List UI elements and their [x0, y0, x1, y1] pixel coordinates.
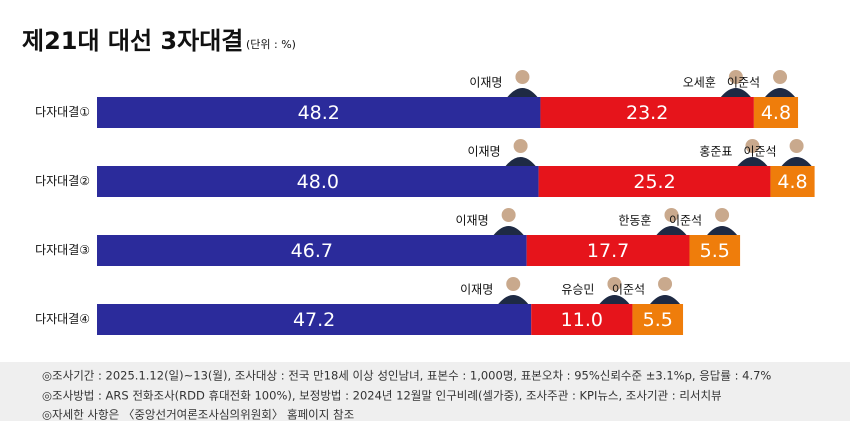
bar-segment — [632, 304, 684, 335]
portrait-head — [664, 208, 679, 222]
portrait-body — [493, 226, 524, 235]
bar-segment — [540, 97, 754, 128]
note: ◎조사방법 : ARS 전화조사(RDD 휴대전화 100%), 보정방법 : … — [42, 389, 722, 403]
candidate-name: 이재명 — [456, 214, 489, 228]
value-label: 11.0 — [561, 309, 603, 331]
candidate-name: 이준석 — [743, 145, 776, 159]
portrait-head — [515, 70, 530, 84]
bar-segment — [97, 97, 541, 128]
value-label: 5.5 — [700, 240, 730, 262]
portrait-head — [745, 139, 760, 153]
value-label: 48.0 — [297, 171, 339, 193]
portrait-body — [498, 295, 529, 304]
chart-title: 제21대 대선 3자대결 — [22, 27, 243, 55]
candidate-name: 이준석 — [669, 214, 702, 228]
value-label: 4.8 — [777, 171, 807, 193]
category-label: 다자대결④ — [35, 312, 90, 326]
category-label: 다자대결② — [35, 174, 90, 188]
candidate-name: 유승민 — [561, 283, 594, 297]
footer-bg — [0, 362, 850, 421]
candidate-name: 오세훈 — [683, 76, 716, 90]
value-label: 25.2 — [633, 171, 675, 193]
candidate-name: 한동훈 — [618, 214, 651, 228]
candidate-name: 이준석 — [727, 76, 760, 90]
portrait-body — [720, 88, 751, 97]
portrait-head — [658, 277, 673, 291]
portrait-body — [781, 157, 812, 166]
value-label: 46.7 — [291, 240, 333, 262]
portrait-body — [737, 157, 768, 166]
portrait-head — [501, 208, 516, 222]
category-label: 다자대결③ — [35, 243, 90, 257]
value-label: 47.2 — [293, 309, 335, 331]
candidate-name: 이재명 — [467, 145, 500, 159]
bar-segment — [97, 166, 539, 197]
portrait-head — [773, 70, 788, 84]
portrait-body — [765, 88, 796, 97]
note: ◎조사기간 : 2025.1.12(일)~13(월), 조사대상 : 전국 만1… — [42, 369, 771, 383]
value-label: 4.8 — [761, 102, 791, 124]
bar-segment — [97, 235, 527, 266]
portrait-body — [650, 295, 681, 304]
candidate-name: 이재명 — [460, 283, 493, 297]
candidate-name: 홍준표 — [699, 145, 732, 159]
portrait-head — [789, 139, 804, 153]
candidate-name: 이재명 — [469, 76, 502, 90]
bar-segment — [689, 235, 741, 266]
portrait-body — [707, 226, 738, 235]
portrait-body — [505, 157, 536, 166]
value-label: 17.7 — [587, 240, 629, 262]
chart-subtitle: (단위 : %) — [246, 38, 296, 51]
portrait-head — [728, 70, 743, 84]
portrait-head — [715, 208, 730, 222]
note: ◎자세한 사항은 〈중앙선거여론조사심의위원회〉 홈페이지 참조 — [42, 408, 354, 421]
value-label: 23.2 — [626, 102, 668, 124]
portrait-body — [599, 295, 630, 304]
portrait-head — [506, 277, 521, 291]
bar-segment — [753, 97, 799, 128]
portrait-head — [607, 277, 622, 291]
value-label: 5.5 — [643, 309, 673, 331]
category-label: 다자대결① — [35, 105, 90, 119]
portrait-head — [513, 139, 528, 153]
bar-segment — [770, 166, 815, 197]
bar-segment — [97, 304, 532, 335]
bar-segment — [538, 166, 771, 197]
value-label: 48.2 — [298, 102, 340, 124]
portrait-body — [656, 226, 687, 235]
bar-segment — [531, 304, 633, 335]
bar-segment — [526, 235, 690, 266]
candidate-name: 이준석 — [612, 283, 645, 297]
portrait-body — [507, 88, 538, 97]
